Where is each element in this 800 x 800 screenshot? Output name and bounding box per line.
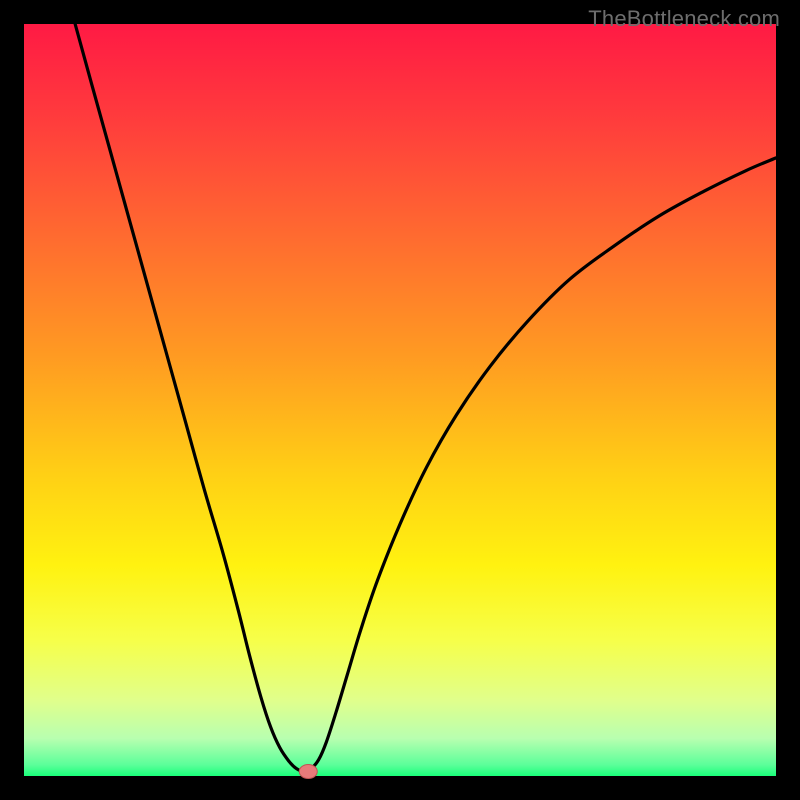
chart-frame: TheBottleneck.com [0,0,800,800]
watermark-text: TheBottleneck.com [588,6,780,32]
plot-gradient-background [24,24,776,776]
bottleneck-chart [0,0,800,800]
optimum-marker [299,764,317,778]
